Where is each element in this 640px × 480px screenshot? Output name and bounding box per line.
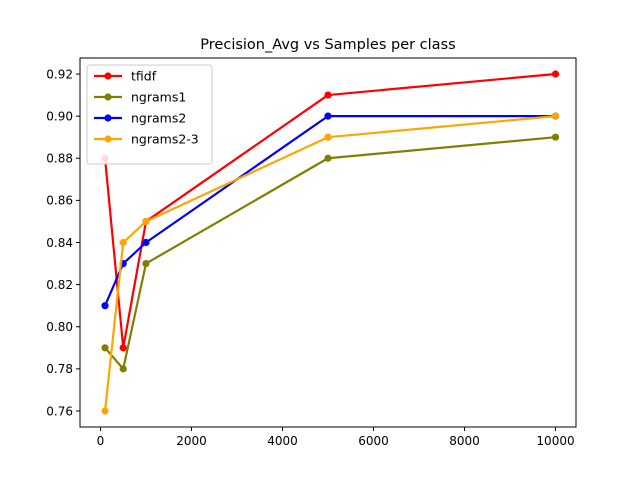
legend-marker-ngrams2: [104, 114, 112, 122]
data-point-ngrams2-3: [324, 112, 332, 120]
legend-label-tfidf: tfidf: [131, 69, 157, 84]
y-tick-label: 0.76: [46, 404, 73, 418]
x-tick-label: 0: [97, 434, 105, 448]
legend-label-ngrams2-3: ngrams2-3: [131, 132, 199, 147]
legend-label-ngrams2: ngrams2: [131, 111, 186, 126]
legend-label-ngrams1: ngrams1: [131, 90, 186, 105]
data-point-ngrams1-2: [142, 259, 150, 268]
data-point-ngrams1-3: [324, 154, 332, 162]
chart-title: Precision_Avg vs Samples per class: [200, 37, 455, 53]
data-point-ngrams2-3-3: [324, 133, 332, 141]
y-tick-label: 0.90: [46, 109, 73, 123]
y-tick-label: 0.84: [46, 236, 73, 250]
x-tick-label: 2000: [176, 434, 207, 448]
y-tick-label: 0.92: [46, 67, 73, 81]
data-point-ngrams2-3-0: [101, 407, 109, 415]
legend-marker-tfidf: [104, 72, 112, 80]
legend-marker-ngrams2-3: [104, 135, 112, 143]
data-point-ngrams2-3-2: [142, 217, 150, 226]
legend-marker-ngrams1: [104, 93, 112, 101]
legend: tfidf ngrams1 ngrams2 ngrams2-3: [86, 64, 213, 165]
y-tick-label: 0.82: [46, 278, 73, 292]
data-point-ngrams2-3-1: [119, 238, 127, 247]
y-tick-label: 0.88: [46, 152, 73, 166]
data-point-ngrams2-0: [101, 302, 109, 310]
data-point-ngrams1-4: [551, 133, 560, 141]
y-tick-label: 0.80: [46, 320, 73, 334]
x-tick-label: 8000: [449, 434, 480, 448]
plot-area: [101, 70, 560, 415]
data-point-tfidf-4: [551, 70, 560, 78]
data-point-ngrams2-3-4: [551, 112, 560, 120]
x-tick-label: 10000: [536, 434, 574, 448]
data-point-ngrams1-1: [119, 365, 127, 373]
y-tick-label: 0.78: [46, 362, 73, 376]
x-tick-label: 6000: [358, 434, 389, 448]
y-tick-label: 0.86: [46, 194, 73, 208]
axes: 0 2000 4000 6000 8000 10000 0.76 0.78 0.80 0.82 0.…: [46, 57, 577, 448]
data-point-tfidf-3: [324, 91, 332, 99]
data-point-ngrams2-2: [142, 238, 150, 247]
data-point-ngrams1-0: [101, 344, 109, 352]
x-tick-label: 4000: [267, 434, 298, 448]
data-point-tfidf-1: [119, 344, 127, 352]
